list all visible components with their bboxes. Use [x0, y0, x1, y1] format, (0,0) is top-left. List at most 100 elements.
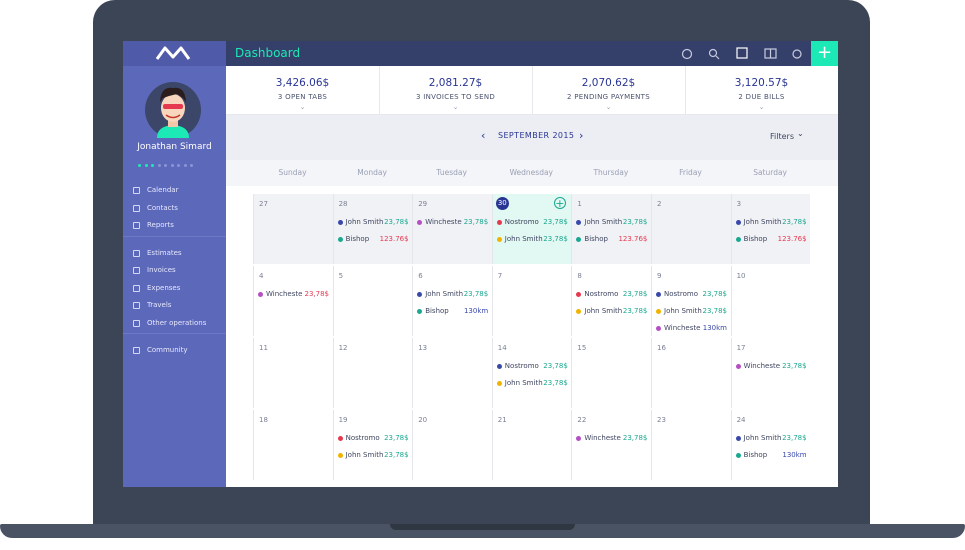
day-cell[interactable]	[332, 266, 413, 336]
nav-item[interactable]: Community	[147, 346, 188, 354]
event-amount: 23,78$	[782, 434, 807, 442]
event-name[interactable]: John Smith	[345, 218, 384, 226]
event-name[interactable]: Nostromo	[504, 218, 539, 226]
day-cell[interactable]	[491, 338, 572, 408]
nav-separator	[123, 333, 226, 334]
day-cell[interactable]	[412, 266, 492, 336]
event-amount: 23,78$	[543, 218, 568, 226]
event-name[interactable]: Wincheste	[743, 362, 781, 370]
nav-item[interactable]: Calendar	[147, 186, 179, 194]
day-cell[interactable]	[253, 266, 333, 336]
event-name[interactable]: Bishop	[743, 235, 768, 243]
event-amount: 130km	[463, 307, 489, 315]
event-name[interactable]: John Smith	[504, 235, 543, 243]
nav-item[interactable]: Other operations	[147, 318, 207, 327]
day-cell[interactable]	[651, 410, 731, 480]
logo[interactable]	[155, 45, 193, 61]
nav-item[interactable]: Invoices	[147, 266, 176, 274]
add-event[interactable]: +	[553, 197, 566, 210]
day-cell[interactable]	[332, 410, 413, 480]
day-cell[interactable]	[491, 410, 572, 480]
event-dot	[258, 292, 263, 297]
event-name[interactable]: John Smith	[584, 218, 623, 226]
history-icon[interactable]	[681, 48, 693, 60]
day-cell[interactable]	[651, 266, 731, 336]
day-cell[interactable]	[253, 410, 333, 480]
weekday: Thursday	[593, 168, 629, 177]
nav-icon	[133, 347, 140, 354]
event-dot	[337, 436, 343, 441]
event-name[interactable]: John Smith	[743, 218, 782, 226]
day-cell[interactable]	[571, 266, 651, 336]
event-name[interactable]: Bishop	[345, 235, 370, 243]
event-name[interactable]: Wincheste	[664, 324, 701, 332]
nav-item[interactable]: Travels	[147, 301, 172, 309]
laptop-notch	[390, 524, 575, 530]
event-name[interactable]: John Smith	[584, 307, 623, 315]
next-month[interactable]: ›	[579, 129, 584, 142]
day-cell[interactable]	[332, 338, 413, 408]
event-name[interactable]: Nostromo	[504, 362, 539, 370]
settings-icon[interactable]	[792, 49, 802, 59]
day-number: 2	[657, 200, 662, 208]
filters-button[interactable]: Filters	[770, 132, 794, 141]
day-cell[interactable]	[651, 338, 731, 408]
day-cell[interactable]	[412, 338, 492, 408]
day-number: 19	[338, 416, 348, 424]
nav-item[interactable]: Contacts	[147, 203, 178, 212]
event-name[interactable]: John Smith	[345, 451, 384, 459]
event-amount: 23,78$	[622, 290, 648, 298]
nav-icon	[133, 204, 140, 212]
event-amount: 23,78$	[463, 290, 489, 298]
day-cell[interactable]	[253, 194, 333, 264]
nav-item[interactable]: Estimates	[147, 248, 182, 257]
day-cell[interactable]	[730, 194, 811, 264]
day-cell[interactable]	[332, 194, 413, 264]
day-cell[interactable]	[730, 410, 811, 480]
add-button[interactable]: +	[811, 41, 838, 66]
event-dot	[656, 292, 661, 297]
event-dot	[496, 220, 502, 225]
day-cell[interactable]	[651, 194, 731, 264]
day-cell[interactable]	[412, 194, 492, 264]
page-dot	[170, 164, 174, 167]
event-name[interactable]: Nostromo	[664, 290, 699, 298]
event-name[interactable]: John Smith	[664, 307, 702, 315]
event-dot	[735, 453, 741, 458]
event-dot	[496, 381, 502, 386]
event-name[interactable]: John Smith	[425, 290, 464, 298]
event-amount: 23,78$	[782, 218, 807, 226]
event-amount: 23,78$	[543, 235, 568, 243]
event-name[interactable]: John Smith	[743, 434, 782, 442]
event-name[interactable]: Wincheste	[425, 218, 462, 226]
nav-item[interactable]: Reports	[147, 221, 174, 229]
page-title: Dashboard	[235, 46, 301, 60]
day-cell[interactable]	[730, 266, 811, 336]
event-amount: 23,78$	[384, 218, 409, 226]
day-number: 20	[418, 416, 428, 424]
avatar[interactable]	[143, 78, 203, 140]
event-name[interactable]: Wincheste	[584, 434, 621, 442]
day-cell[interactable]	[571, 338, 651, 408]
event-name[interactable]: John Smith	[504, 379, 543, 387]
prev-month[interactable]: ‹	[481, 129, 486, 142]
nav-item[interactable]: Expenses	[147, 283, 181, 292]
event-name[interactable]: Wincheste	[266, 290, 303, 298]
event-name[interactable]: Bishop	[425, 307, 449, 315]
event-name[interactable]: Nostromo	[345, 434, 380, 442]
search-icon[interactable]	[708, 48, 718, 58]
event-name[interactable]: Bishop	[743, 451, 768, 459]
day-cell[interactable]	[571, 410, 651, 480]
event-dot	[417, 220, 423, 225]
user-name[interactable]: Jonathan Simard	[137, 142, 212, 152]
day-cell[interactable]	[253, 338, 333, 408]
day-cell[interactable]	[491, 266, 572, 336]
day-cell[interactable]	[412, 410, 492, 480]
event-name[interactable]: Bishop	[584, 235, 608, 243]
weekday: Tuesday	[436, 168, 467, 177]
day-cell[interactable]	[571, 194, 651, 264]
chat-icon[interactable]	[736, 47, 748, 59]
stat-divider	[379, 66, 380, 115]
event-name[interactable]: Nostromo	[584, 290, 619, 298]
day-cell[interactable]	[730, 338, 811, 408]
